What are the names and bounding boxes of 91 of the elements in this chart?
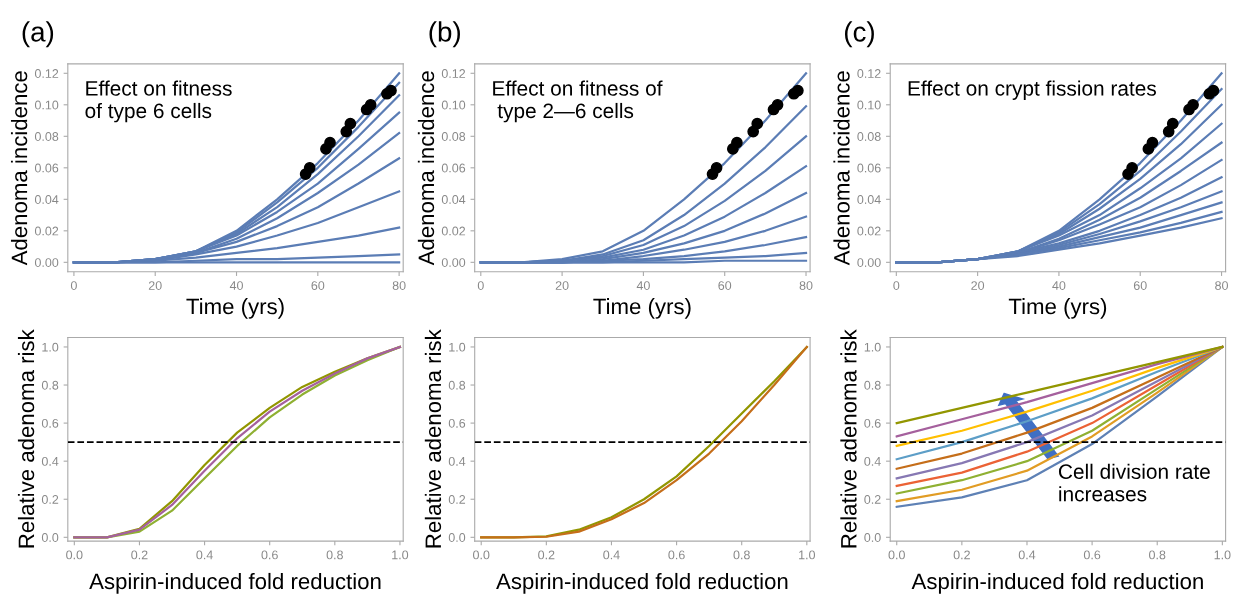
x-tick-label: 40 [1052, 281, 1066, 290]
x-tick-label: 40 [229, 281, 243, 290]
x-tick-label: 0.6 [1083, 550, 1101, 560]
text: Effect on fitness of type 2—6 cells [493, 80, 663, 123]
x-axis-title: Aspirin-induced fold reduction [89, 572, 381, 594]
y-tick-label: 0.06 [34, 163, 59, 173]
y-tick-label: 0.12 [34, 69, 59, 78]
y-tick-label: 0.6 [448, 418, 466, 428]
x-tick-label: 0.4 [1018, 550, 1036, 560]
y-tick-label: 0.0 [448, 533, 466, 542]
y-tick-label: 0.08 [857, 132, 881, 141]
x-tick-label: 1.0 [799, 550, 816, 560]
y-tick-label: 0.4 [448, 456, 466, 466]
y-tick-label: 0.08 [34, 132, 59, 141]
y-tick-label: 0.4 [864, 456, 881, 466]
y-tick-label: 0.12 [857, 69, 881, 78]
x-tick-label: 0.8 [733, 550, 750, 560]
y-axis-title: Adenoma incidence [10, 71, 28, 266]
x-axis-title: Aspirin-induced fold reduction [496, 572, 788, 594]
y-tick-label: 0.2 [864, 495, 881, 504]
x-axis-title: Time (yrs) [593, 298, 691, 319]
annotation: Cell division rate increases [1058, 463, 1210, 502]
y-tick-label: 0.0 [41, 533, 59, 542]
x-tick-label: 0 [70, 281, 77, 290]
x-tick-label: 0.0 [66, 550, 83, 560]
chart-title: (b) [429, 21, 460, 48]
text: Effect on fitness of type 6 cells [85, 80, 232, 123]
x-tick-label: 0.4 [196, 550, 213, 560]
y-tick-label: 0.8 [41, 380, 59, 390]
y-tick-label: 0.8 [448, 380, 466, 390]
x-tick-label: 0.2 [131, 550, 148, 560]
y-tick-label: 0.06 [441, 163, 466, 173]
y-tick-label: 0.0 [864, 533, 881, 542]
y-tick-label: 0.10 [441, 100, 466, 110]
x-tick-label: 0.6 [668, 550, 685, 560]
y-axis-title: Relative adenoma risk [424, 329, 442, 548]
x-axis-title: Time (yrs) [186, 298, 284, 319]
x-tick-label: 20 [555, 281, 569, 290]
x-tick-label: 40 [636, 281, 650, 290]
x-tick-label: 0 [477, 281, 484, 290]
x-tick-label: 60 [311, 281, 325, 290]
y-tick-label: 0.2 [41, 495, 59, 504]
x-tick-label: 1.0 [1214, 550, 1231, 560]
x-tick-label: 60 [1133, 281, 1147, 290]
y-tick-label: 0.00 [34, 258, 59, 267]
y-tick-label: 0.02 [857, 226, 881, 236]
y-axis-title: Adenoma incidence [417, 71, 435, 266]
y-tick-label: 1.0 [864, 342, 881, 352]
x-tick-label: 0.2 [538, 550, 555, 560]
y-tick-label: 0.10 [34, 100, 59, 110]
y-tick-label: 0.8 [864, 380, 881, 390]
y-tick-label: 0.6 [864, 418, 881, 428]
x-tick-label: 80 [1215, 281, 1228, 290]
x-tick-label: 80 [392, 281, 406, 290]
x-tick-label: 0.6 [261, 550, 278, 560]
x-tick-label: 0.0 [473, 550, 490, 560]
chart-title: (a) [22, 21, 54, 48]
x-axis-title: Aspirin-induced fold reduction [911, 572, 1203, 594]
x-tick-label: 0.0 [888, 550, 905, 560]
y-tick-label: 0.6 [41, 418, 59, 428]
text: Effect on crypt fission rates [908, 80, 1156, 100]
y-tick-label: 0.00 [441, 258, 466, 267]
y-tick-label: 0.04 [34, 195, 59, 204]
x-tick-label: 20 [148, 281, 162, 290]
y-axis-title: Relative adenoma risk [840, 329, 857, 548]
y-tick-label: 0.4 [41, 456, 59, 466]
y-tick-label: 0.12 [441, 69, 466, 78]
y-axis-title: Relative adenoma risk [17, 329, 35, 548]
y-tick-label: 1.0 [449, 342, 466, 352]
x-tick-label: 60 [718, 281, 732, 290]
y-tick-label: 0.00 [857, 258, 881, 267]
y-tick-label: 0.04 [441, 195, 466, 204]
x-tick-label: 0 [893, 281, 900, 290]
x-tick-label: 1.0 [392, 550, 409, 560]
y-tick-label: 0.06 [857, 163, 881, 173]
x-tick-label: 80 [799, 281, 813, 290]
y-tick-label: 0.2 [448, 495, 466, 504]
x-axis-title: Time (yrs) [1008, 298, 1107, 319]
y-tick-label: 0.02 [34, 226, 59, 236]
y-tick-label: 1.0 [42, 342, 59, 352]
x-tick-label: 0.4 [603, 550, 620, 560]
x-tick-label: 0.8 [1149, 550, 1166, 560]
y-tick-label: 0.10 [857, 100, 881, 110]
chart-title: (c) [845, 21, 874, 48]
y-axis-title: Adenoma incidence [833, 71, 850, 266]
y-tick-label: 0.04 [857, 195, 881, 204]
x-tick-label: 0.2 [953, 550, 970, 560]
y-tick-label: 0.08 [441, 132, 466, 141]
x-tick-label: 20 [971, 281, 985, 290]
y-tick-label: 0.02 [441, 226, 466, 236]
x-tick-label: 0.8 [326, 550, 343, 560]
